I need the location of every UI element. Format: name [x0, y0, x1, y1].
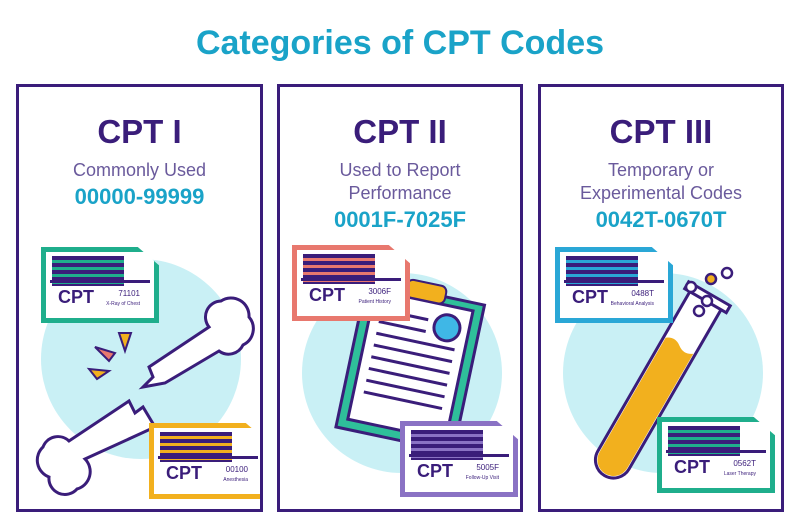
illustration: CPT 3006F Patient History CPT 5005F Follow-U…	[280, 237, 520, 509]
card-subtitle: Commonly Used	[72, 160, 207, 180]
illustration: CPT 0488T Behavioral Analysis CPT 0562T Lase…	[541, 237, 781, 509]
card-cpt-2: CPT II Used to Report Performance 0001F-7…	[277, 84, 523, 512]
test-tube-icon	[594, 266, 734, 480]
cpt-tag: CPT 0562T Laser Therapy	[657, 417, 775, 493]
broken-bone-icon	[35, 296, 255, 496]
code-range: 0001F-7025F	[333, 207, 467, 232]
cpt-tag: CPT 3006F Patient History	[292, 245, 410, 321]
card-subtitle: Used to Report Performance	[339, 160, 461, 203]
cpt-tag: CPT 5005F Follow-Up Visit	[400, 421, 518, 497]
card-cpt-1: CPT I Commonly Used 00000-99999 CPT 71101…	[16, 84, 263, 512]
code-range: 0042T-0670T	[595, 207, 727, 232]
page-title: Categories of CPT Codes	[195, 24, 605, 62]
clipboard-icon	[334, 278, 487, 454]
card-heading: CPT III	[609, 113, 713, 150]
card-subtitle: Temporary or Experimental Codes	[579, 160, 743, 203]
illustration: CPT 71101 X-Ray of Chest CPT 00100 Anesthesi…	[19, 237, 260, 509]
code-range: 00000-99999	[74, 184, 205, 209]
card-cpt-3: CPT III Temporary or Experimental Codes 0…	[538, 84, 784, 512]
cpt-tag: CPT 71101 X-Ray of Chest	[41, 247, 159, 323]
cpt-tag: CPT 0488T Behavioral Analysis	[555, 247, 673, 323]
card-heading: CPT I	[97, 113, 182, 150]
card-heading: CPT II	[353, 113, 447, 150]
cpt-tag: CPT 00100 Anesthesia	[149, 423, 260, 499]
